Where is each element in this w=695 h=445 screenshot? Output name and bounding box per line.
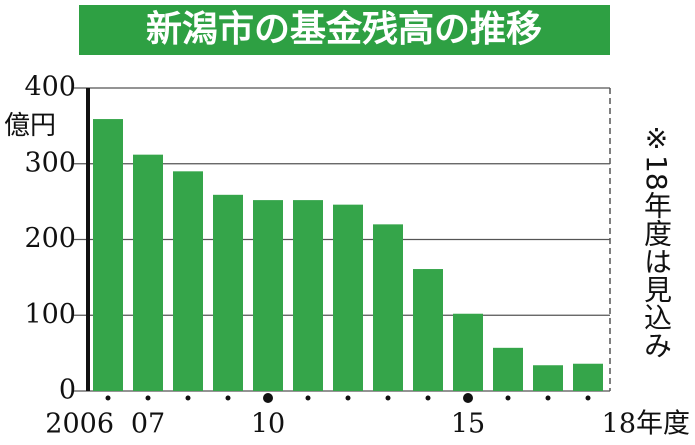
y-tick-label: 200	[24, 223, 76, 254]
y-tick-label: 100	[24, 299, 76, 330]
tick-dot	[425, 395, 431, 401]
title-banner	[79, 5, 610, 55]
bar	[213, 194, 243, 391]
bar	[533, 365, 563, 391]
tick-dot	[145, 395, 151, 401]
bar	[493, 347, 523, 391]
y-tick-label: 0	[59, 375, 76, 406]
bar	[573, 363, 603, 391]
bar	[333, 204, 363, 391]
x-tick-label: 10	[251, 409, 285, 440]
y-axis-label: 億円	[4, 111, 56, 141]
bar	[453, 313, 483, 391]
tick-dot	[225, 395, 231, 401]
y-tick-label: 400	[24, 72, 76, 103]
bar	[293, 200, 323, 391]
tick-dot	[385, 395, 391, 401]
bar	[413, 269, 443, 391]
tick-dot	[185, 395, 191, 401]
x-tick-label: 18年度	[602, 409, 690, 440]
bar	[253, 200, 283, 391]
note: ※18年度は見込み	[640, 122, 673, 359]
tick-dot	[305, 395, 311, 401]
chart-title: 新潟市の基金残高の推移	[146, 8, 542, 50]
tick-dot	[105, 395, 111, 401]
bar	[373, 224, 403, 391]
x-tick-label: 15	[451, 409, 485, 440]
tick-dot	[505, 395, 511, 401]
x-tick-label: 07	[131, 409, 165, 440]
y-tick-label: 300	[24, 147, 76, 178]
bar	[93, 119, 123, 392]
tick-dot	[463, 393, 473, 403]
x-tick-label: 2006	[45, 409, 114, 440]
bar	[173, 171, 203, 391]
tick-dot	[545, 395, 551, 401]
tick-dot	[263, 393, 273, 403]
bar	[133, 154, 163, 391]
tick-dot	[585, 395, 591, 401]
tick-dot	[345, 395, 351, 401]
